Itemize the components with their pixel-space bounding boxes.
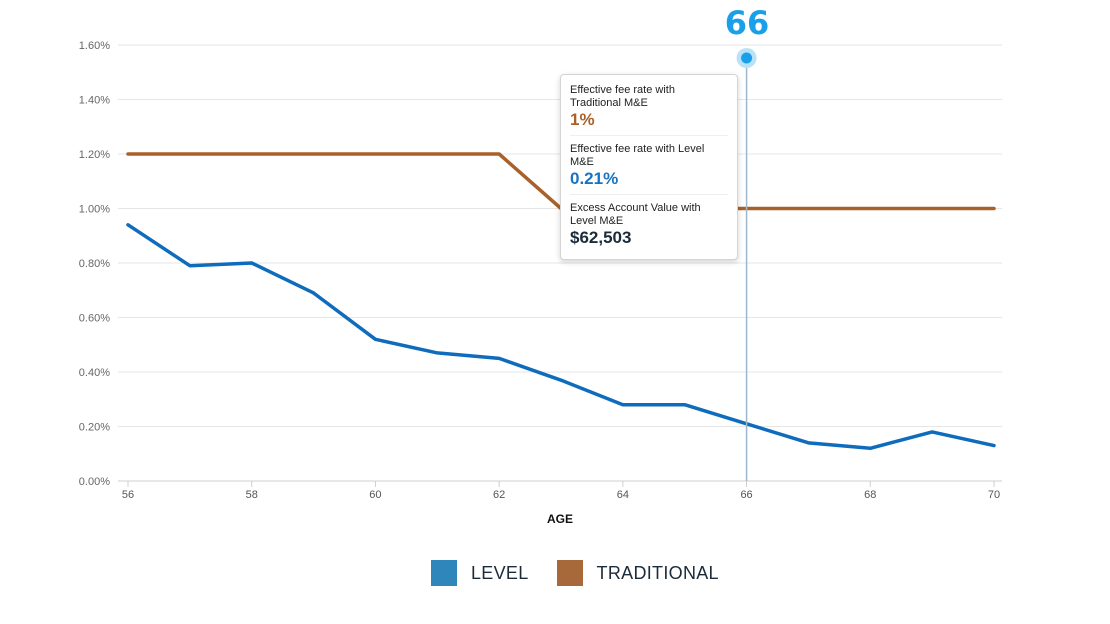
x-tick-label: 66 bbox=[740, 489, 752, 501]
y-tick-label: 0.80% bbox=[79, 258, 110, 270]
x-axis-ticks: 56 58 60 62 64 66 68 70 bbox=[118, 480, 1002, 501]
tooltip-excess-value: $62,503 bbox=[570, 228, 632, 247]
tooltip-excess: Excess Account Value with Level M&E $62,… bbox=[570, 194, 728, 253]
legend-label-traditional: TRADITIONAL bbox=[596, 562, 719, 583]
y-tick-label: 1.20% bbox=[79, 149, 110, 161]
legend-label-level: LEVEL bbox=[471, 562, 529, 583]
y-tick-label: 1.00% bbox=[79, 204, 110, 216]
y-tick-label: 1.40% bbox=[79, 95, 110, 107]
x-axis-label: AGE bbox=[547, 512, 573, 526]
series-line-level bbox=[126, 223, 996, 451]
legend-item-level[interactable]: LEVEL bbox=[431, 560, 529, 586]
legend-swatch-level bbox=[431, 560, 457, 586]
hover-age-label: 66 bbox=[724, 4, 770, 42]
hover-indicator bbox=[736, 48, 757, 481]
legend-item-traditional[interactable]: TRADITIONAL bbox=[556, 560, 719, 586]
tooltip-level-value: 0.21% bbox=[570, 169, 619, 188]
y-tick-label: 0.40% bbox=[79, 367, 110, 379]
x-tick-label: 64 bbox=[617, 489, 629, 501]
tooltip-excess-label: Excess Account Value with Level M&E bbox=[570, 202, 701, 227]
x-tick-label: 68 bbox=[864, 489, 876, 501]
x-tick-label: 60 bbox=[369, 489, 381, 501]
tooltip-traditional-label: Effective fee rate with Traditional M&E bbox=[570, 84, 675, 109]
tooltip-level: Effective fee rate with Level M&E 0.21% bbox=[570, 135, 728, 194]
y-tick-label: 0.20% bbox=[79, 422, 110, 434]
y-tick-label: 0.00% bbox=[79, 476, 110, 488]
chart-tooltip: Effective fee rate with Traditional M&E … bbox=[560, 74, 738, 260]
tooltip-traditional-value: 1% bbox=[570, 110, 595, 129]
x-tick-label: 70 bbox=[988, 489, 1000, 501]
x-tick-label: 56 bbox=[122, 489, 134, 501]
legend-swatch-traditional bbox=[556, 560, 583, 586]
y-tick-label: 0.60% bbox=[79, 313, 110, 325]
chart-legend: LEVEL TRADITIONAL bbox=[431, 560, 747, 586]
x-tick-label: 62 bbox=[493, 489, 505, 501]
y-axis-ticks: 0.00% 0.20% 0.40% 0.60% 0.80% 1.00% 1.20% 1.40%… bbox=[79, 40, 110, 488]
x-tick-label: 58 bbox=[246, 489, 258, 501]
y-tick-label: 1.60% bbox=[79, 40, 110, 52]
hover-dot[interactable] bbox=[741, 52, 753, 64]
tooltip-traditional: Effective fee rate with Traditional M&E … bbox=[570, 81, 728, 135]
tooltip-level-label: Effective fee rate with Level M&E bbox=[570, 143, 705, 168]
